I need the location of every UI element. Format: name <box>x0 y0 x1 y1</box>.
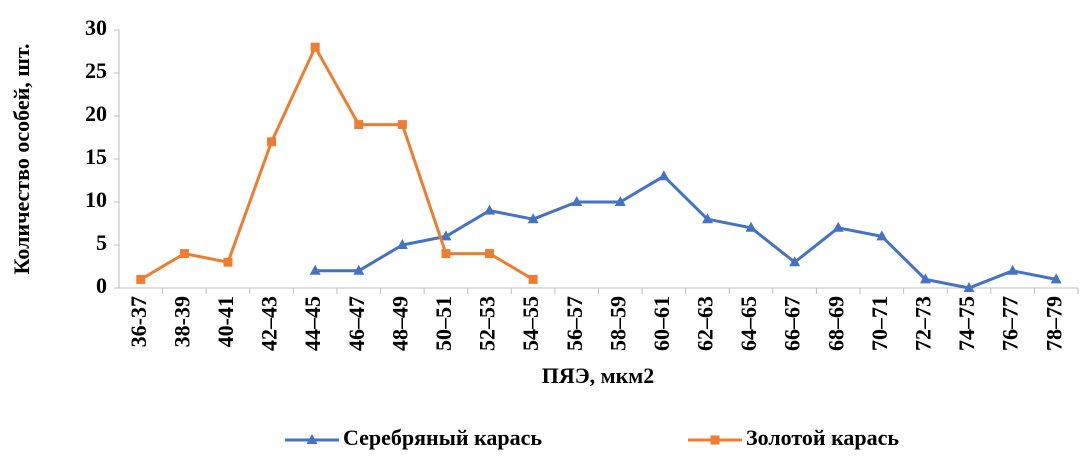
marker <box>354 120 364 130</box>
marker <box>745 221 757 232</box>
y-tick-label: 10 <box>85 187 107 212</box>
x-tick-label: 58–59 <box>605 296 630 351</box>
marker <box>1007 264 1019 275</box>
marker <box>179 249 189 259</box>
x-tick-label: 56–57 <box>562 296 587 351</box>
x-tick-label: 62–63 <box>693 296 718 351</box>
x-tick-label: 74–75 <box>954 296 979 351</box>
marker <box>485 249 495 259</box>
marker <box>527 213 539 224</box>
x-tick-label: 54–55 <box>518 296 543 351</box>
marker <box>710 435 720 445</box>
x-tick-label: 44–45 <box>300 296 325 351</box>
legend-label: Серебряный карась <box>343 425 542 450</box>
x-tick-label: 48–49 <box>387 296 412 351</box>
y-tick-label: 15 <box>85 144 107 169</box>
marker <box>267 137 277 147</box>
marker <box>832 221 844 232</box>
y-tick-label: 20 <box>85 101 107 126</box>
series-line <box>140 45 534 281</box>
x-axis-title: ПЯЭ, мкм2 <box>542 363 655 388</box>
marker <box>396 239 408 249</box>
x-tick-label: 68–69 <box>823 296 848 351</box>
marker <box>919 273 931 284</box>
marker <box>614 196 626 206</box>
marker <box>571 196 583 206</box>
marker <box>1050 273 1062 284</box>
marker <box>876 230 888 241</box>
marker <box>353 264 365 275</box>
marker <box>441 249 451 259</box>
marker <box>528 274 538 284</box>
marker <box>658 170 670 181</box>
x-tick-label: 72–73 <box>910 296 935 351</box>
legend-label: Золотой карась <box>746 425 899 450</box>
x-tick-label: 38-39 <box>169 296 194 347</box>
x-tick-label: 36-37 <box>126 296 151 347</box>
marker <box>440 230 452 241</box>
series-line <box>315 174 1057 290</box>
marker <box>309 264 321 275</box>
x-tick-label: 70–71 <box>867 296 892 351</box>
marker <box>701 213 713 224</box>
x-tick-label: 64–65 <box>736 296 761 351</box>
marker <box>484 204 496 215</box>
y-tick-label: 0 <box>96 273 107 298</box>
x-tick-label: 78–79 <box>1041 296 1066 351</box>
y-axis-title: Количество особей, шт. <box>9 44 34 275</box>
marker <box>306 434 318 444</box>
y-tick-label: 5 <box>96 230 107 255</box>
x-tick-label: 66–67 <box>780 296 805 351</box>
x-tick-label: 40-41 <box>213 296 238 347</box>
marker <box>310 42 320 52</box>
x-tick-label: 50–51 <box>431 296 456 351</box>
x-tick-label: 46–47 <box>344 296 369 351</box>
marker <box>223 257 233 267</box>
marker <box>963 282 975 292</box>
y-tick-label: 30 <box>85 15 107 40</box>
marker <box>789 256 801 267</box>
x-tick-label: 52–53 <box>475 296 500 351</box>
x-tick-label: 76–77 <box>998 296 1023 351</box>
marker <box>136 274 146 284</box>
marker <box>397 120 407 130</box>
x-tick-label: 42–43 <box>257 296 282 351</box>
x-tick-label: 60–61 <box>649 296 674 351</box>
y-tick-label: 25 <box>85 58 107 83</box>
